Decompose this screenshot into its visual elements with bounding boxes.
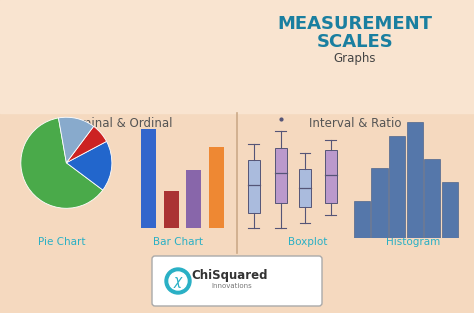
Bar bbox=[424, 159, 440, 238]
Bar bbox=[354, 201, 370, 238]
Bar bbox=[164, 191, 179, 228]
Text: Boxplot: Boxplot bbox=[288, 237, 328, 247]
Bar bbox=[247, 160, 260, 213]
Text: MEASUREMENT: MEASUREMENT bbox=[277, 15, 432, 33]
Bar bbox=[141, 129, 156, 228]
Circle shape bbox=[169, 272, 187, 290]
Bar bbox=[389, 136, 405, 238]
Bar bbox=[325, 150, 337, 203]
Text: Bar Chart: Bar Chart bbox=[153, 237, 203, 247]
FancyBboxPatch shape bbox=[152, 256, 322, 306]
Wedge shape bbox=[58, 117, 94, 163]
Text: SCALES: SCALES bbox=[317, 33, 393, 51]
Text: Innovations: Innovations bbox=[211, 283, 252, 289]
Text: Nominal & Ordinal: Nominal & Ordinal bbox=[64, 117, 172, 130]
Wedge shape bbox=[66, 141, 112, 190]
Bar bbox=[209, 147, 224, 228]
Bar bbox=[186, 170, 201, 228]
Text: Interval & Ratio: Interval & Ratio bbox=[309, 117, 401, 130]
Wedge shape bbox=[66, 126, 107, 163]
Text: ChiSquared: ChiSquared bbox=[192, 269, 268, 283]
Bar bbox=[299, 169, 311, 207]
Text: Graphs: Graphs bbox=[334, 52, 376, 65]
Wedge shape bbox=[21, 118, 103, 208]
Bar bbox=[442, 182, 458, 238]
Text: χ: χ bbox=[174, 274, 182, 288]
Bar bbox=[275, 148, 287, 203]
Text: Histogram: Histogram bbox=[386, 237, 440, 247]
Bar bbox=[0, 0, 474, 113]
Circle shape bbox=[165, 268, 191, 294]
Text: Pie Chart: Pie Chart bbox=[38, 237, 86, 247]
Bar bbox=[372, 168, 388, 238]
Bar bbox=[407, 122, 423, 238]
